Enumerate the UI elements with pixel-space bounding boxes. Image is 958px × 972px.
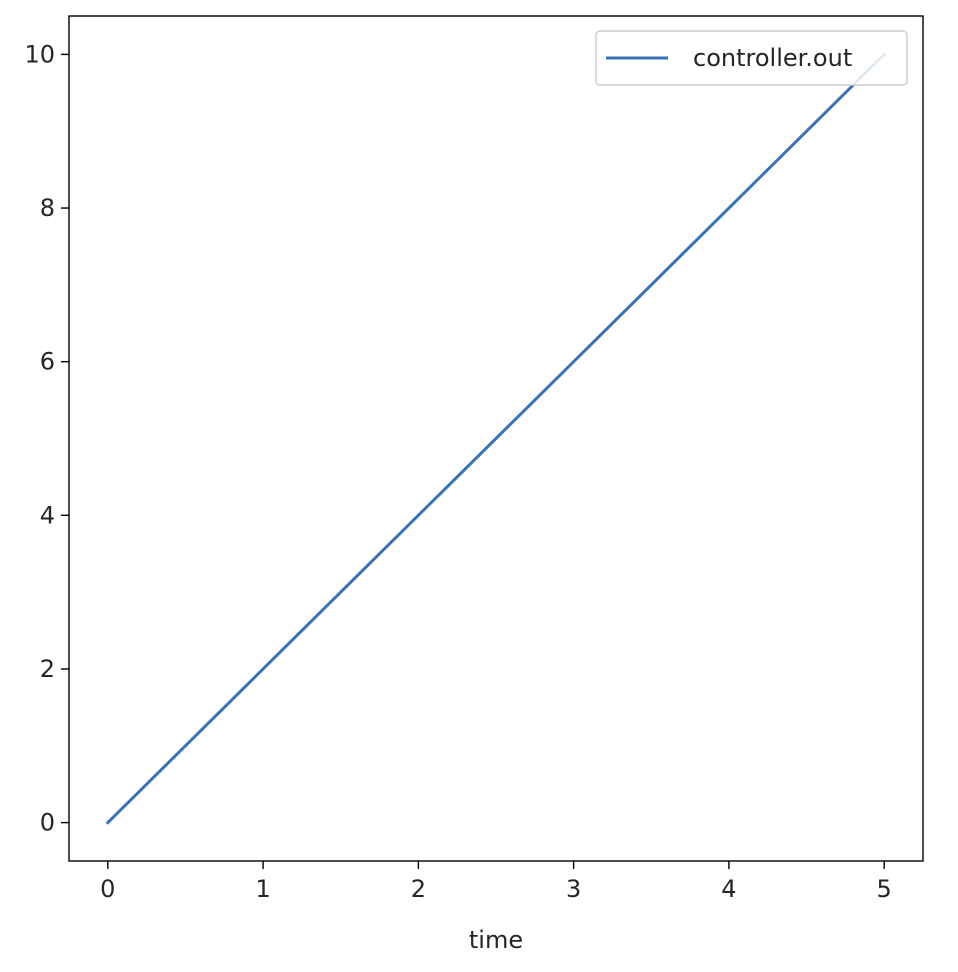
series-line — [105, 52, 887, 825]
y-tick-label: 6 — [40, 348, 55, 376]
legend-label: controller.out — [693, 44, 852, 72]
y-tick-label: 4 — [40, 501, 55, 529]
x-tick-label: 2 — [411, 875, 426, 903]
y-tick-label: 8 — [40, 194, 55, 222]
plot-frame — [68, 15, 924, 862]
x-tick-label: 3 — [566, 875, 581, 903]
x-tick-label: 5 — [877, 875, 892, 903]
y-tick-label: 10 — [24, 40, 55, 68]
y-tick-label: 2 — [40, 655, 55, 683]
y-tick-label: 0 — [40, 809, 55, 837]
x-tick-label: 0 — [100, 875, 115, 903]
x-tick-label: 4 — [721, 875, 736, 903]
x-tick-label: 1 — [255, 875, 270, 903]
x-axis-label: time — [469, 926, 523, 954]
legend — [595, 30, 908, 86]
